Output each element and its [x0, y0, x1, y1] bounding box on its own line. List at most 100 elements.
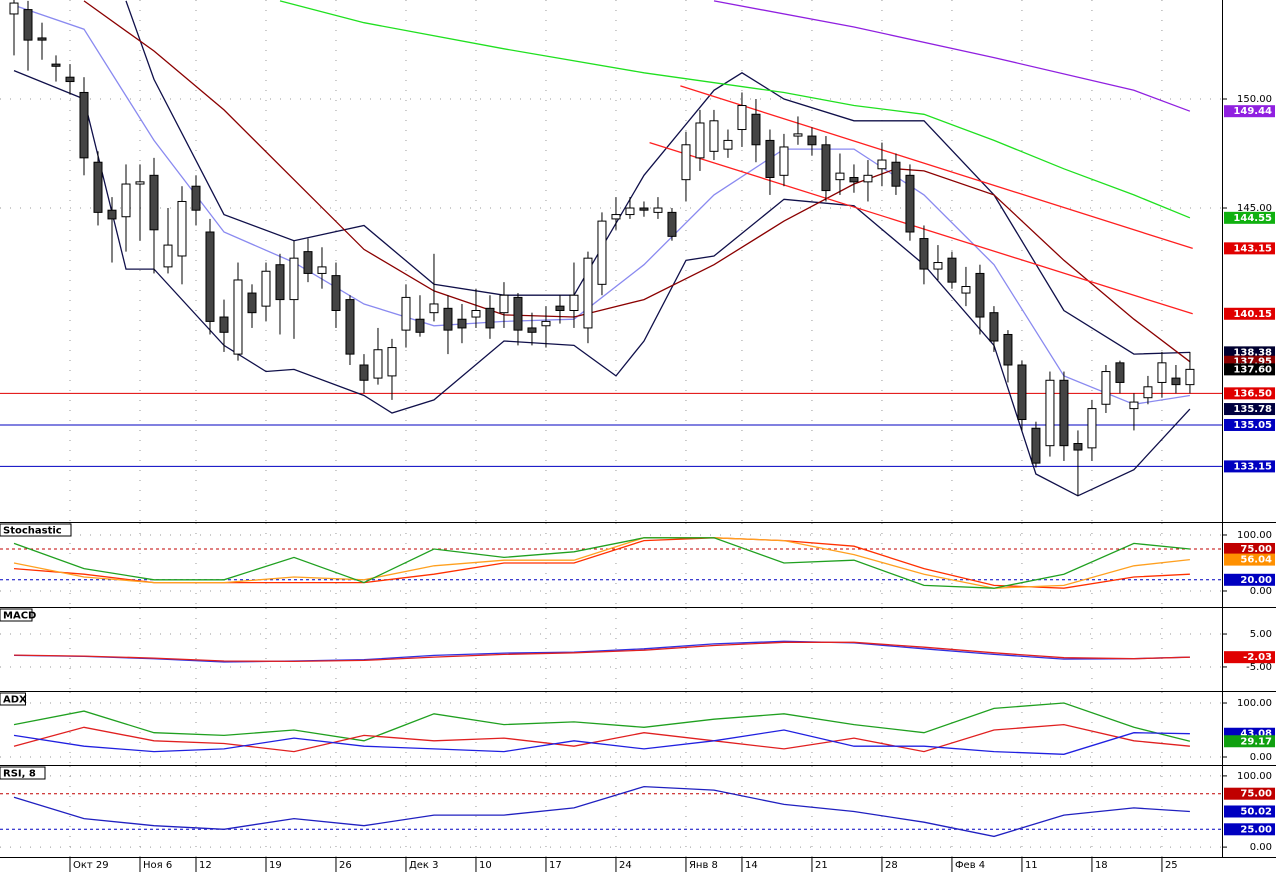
price-tag — [1224, 403, 1275, 416]
indicator-line — [13, 537, 1190, 589]
candle-body — [583, 257, 593, 329]
indicator-line — [83, 0, 1191, 363]
price-tag — [1224, 387, 1275, 400]
price-tag-label: 140.15 — [1233, 309, 1272, 320]
x-tick-label: Янв 8 — [689, 860, 718, 871]
candle-body — [863, 174, 873, 183]
panel-title: RSI, 8 — [3, 769, 36, 780]
candle-body — [639, 207, 649, 211]
candle-body — [541, 320, 551, 327]
price-tag-label: 137.60 — [1233, 364, 1272, 375]
candle-body — [1059, 379, 1069, 447]
candle-body — [275, 264, 285, 301]
panel-title-box — [0, 608, 33, 622]
candle-body — [709, 120, 719, 152]
candle-body — [247, 292, 257, 314]
indicator-line — [649, 141, 1193, 315]
indicator-line — [713, 0, 1191, 112]
price-tag — [1224, 542, 1275, 555]
price-tag-label: 75.00 — [1240, 544, 1272, 555]
candle-body — [933, 262, 943, 270]
price-tag — [1224, 573, 1275, 586]
candle-body — [527, 327, 537, 333]
price-tag — [1224, 242, 1275, 255]
candle-body — [471, 309, 481, 318]
candle-body — [373, 349, 383, 379]
candle-body — [961, 286, 971, 294]
candle-body — [1171, 377, 1181, 386]
candle-body — [23, 9, 33, 41]
candle-body — [79, 91, 89, 159]
candle-body — [681, 144, 691, 181]
panel-title-box — [0, 692, 26, 706]
candle-body — [555, 305, 565, 311]
candle-body — [1157, 362, 1167, 383]
candle-body — [793, 133, 803, 137]
indicator-line — [13, 641, 1190, 663]
candle-body — [1185, 368, 1195, 386]
indicator-line — [13, 69, 1191, 497]
price-tag-label: 25.00 — [1240, 824, 1272, 835]
candle-body — [891, 161, 901, 187]
candle-body — [205, 231, 215, 322]
candle-body — [975, 272, 985, 318]
x-tick-label: 28 — [885, 860, 898, 871]
price-tag — [1224, 553, 1275, 566]
candle-body — [429, 303, 439, 314]
candle-body — [1031, 427, 1041, 464]
y-tick-label: 150.00 — [1237, 94, 1272, 105]
price-tag-label: -2.03 — [1243, 652, 1272, 663]
price-tag — [1224, 105, 1275, 118]
indicator-line — [13, 729, 1190, 755]
candle-body — [765, 139, 775, 178]
candle-body — [443, 307, 453, 331]
candle-body — [947, 257, 957, 283]
panel-title: Stochastic — [3, 526, 62, 537]
price-tag-label: 144.55 — [1233, 213, 1272, 224]
candle-body — [695, 122, 705, 159]
indicator-line — [279, 0, 1191, 219]
candle-body — [667, 211, 677, 237]
price-tag — [1224, 823, 1275, 836]
candle-body — [345, 299, 355, 355]
price-tag — [1224, 651, 1275, 664]
indicator-line — [13, 640, 1190, 663]
candle-body — [1017, 364, 1027, 421]
panel-title-box — [0, 523, 72, 537]
x-tick-label: Ноя 6 — [143, 860, 172, 871]
candle-body — [905, 174, 915, 233]
candle-body — [1003, 333, 1013, 366]
x-tick-label: 25 — [1165, 860, 1178, 871]
candle-body — [989, 312, 999, 342]
candle-body — [261, 270, 271, 307]
price-tag-label: 29.17 — [1240, 736, 1272, 747]
candle-body — [877, 159, 887, 170]
price-tag — [1224, 307, 1275, 320]
y-tick-label: 0.00 — [1250, 586, 1272, 597]
y-tick-label: 100.00 — [1237, 698, 1272, 709]
y-tick-label: 5.00 — [1250, 629, 1272, 640]
price-tag-label: 137.95 — [1233, 357, 1272, 368]
x-tick-label: Дек 3 — [409, 860, 439, 871]
candle-body — [9, 2, 19, 15]
panel-title: ADX — [3, 695, 27, 706]
y-tick-label: -5.00 — [1246, 662, 1272, 673]
x-tick-label: Окт 29 — [73, 860, 109, 871]
x-tick-label: 10 — [479, 860, 492, 871]
price-tag-label: 20.00 — [1240, 575, 1272, 586]
candle-body — [597, 220, 607, 285]
x-tick-label: 17 — [549, 860, 562, 871]
price-tag-label: 75.00 — [1240, 789, 1272, 800]
x-tick-label: 18 — [1095, 860, 1108, 871]
y-tick-label: 0.00 — [1250, 842, 1272, 853]
candle-body — [1115, 362, 1125, 383]
price-tag — [1224, 787, 1275, 800]
price-tag-label: 133.15 — [1233, 461, 1272, 472]
candle-body — [317, 266, 327, 274]
candle-body — [919, 238, 929, 270]
indicator-line — [13, 702, 1191, 742]
candle-body — [807, 135, 817, 146]
candle-body — [499, 294, 509, 314]
x-tick-label: 21 — [815, 860, 828, 871]
candle-body — [1101, 371, 1111, 405]
